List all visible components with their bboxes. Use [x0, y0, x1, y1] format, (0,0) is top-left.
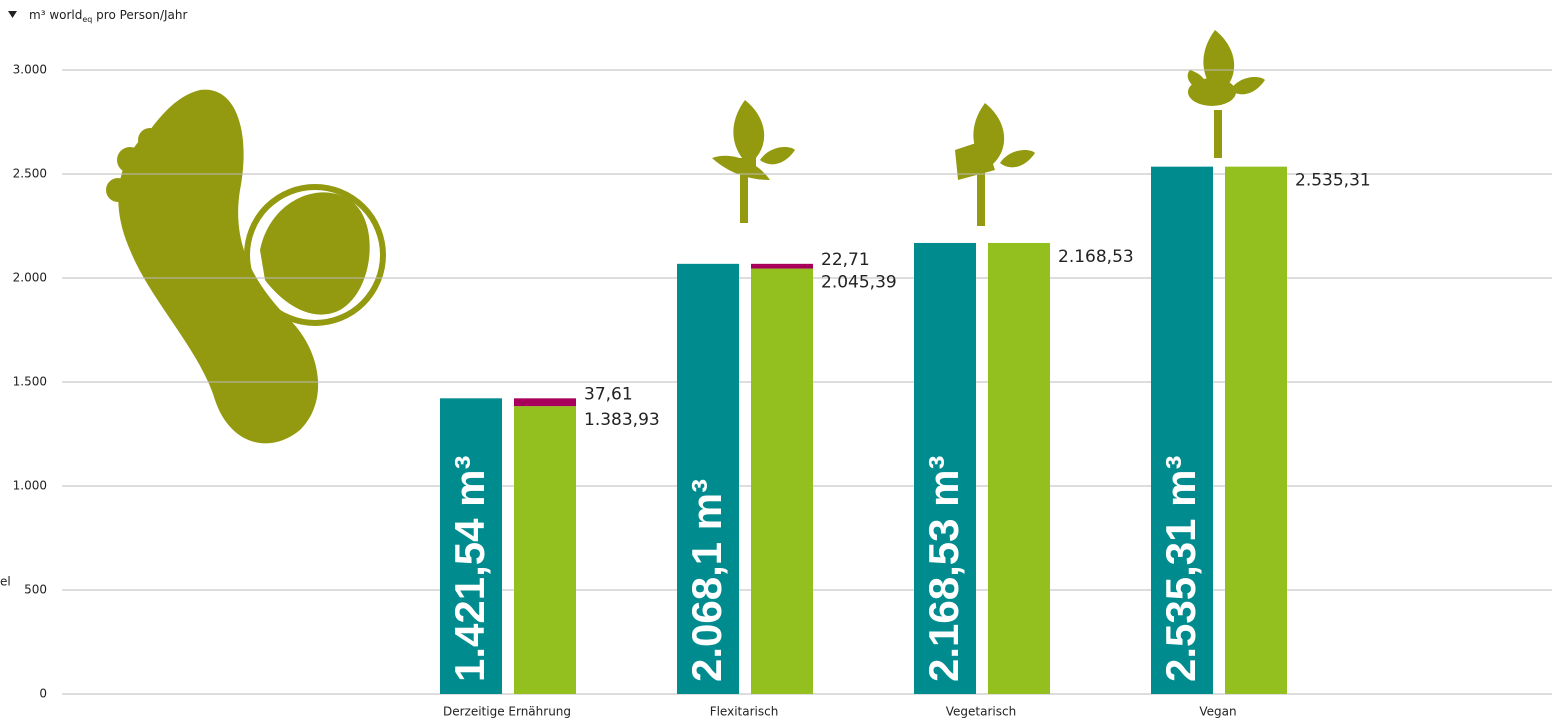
y-tick-label: 0: [39, 687, 47, 701]
x-tick-label: Flexitarisch: [710, 705, 779, 719]
side-label: el: [0, 575, 11, 589]
bar-label: 2.535,31 m³: [1157, 455, 1204, 682]
bar: [914, 242, 976, 695]
value-label: 2.045,39: [821, 273, 897, 293]
x-tick-label: Derzeitige Ernährung: [443, 705, 571, 719]
fork-icons: [712, 30, 1265, 226]
y-tick-label: 1.000: [13, 479, 47, 493]
footprint-globe-icon: [106, 89, 386, 444]
bar: [751, 268, 813, 694]
bar: [988, 242, 1050, 695]
bar: [514, 406, 576, 694]
bar: [1225, 166, 1287, 694]
value-label: 1.383,93: [584, 410, 660, 430]
bar-label: 2.068,1 m³: [683, 479, 730, 682]
bar: [677, 263, 739, 694]
y-tick-label: 2.500: [13, 167, 47, 181]
y-tick-label: 500: [24, 583, 47, 597]
y-tick-label: 1.500: [13, 375, 47, 389]
bar-label: 2.168,53 m³: [920, 455, 967, 682]
x-tick-label: Vegan: [1199, 705, 1236, 719]
bar: [440, 398, 502, 694]
value-label: 22,71: [821, 250, 870, 270]
y-tick-label: 2.000: [13, 271, 47, 285]
axis-marker: [8, 11, 17, 18]
y-axis-label: m³ worldeq pro Person/Jahr: [29, 8, 187, 24]
bar-label: 1.421,54 m³: [446, 455, 493, 682]
y-tick-label: 3.000: [13, 63, 47, 77]
bar: [1151, 166, 1213, 694]
value-label: 37,61: [584, 384, 633, 404]
value-label: 2.535,31: [1295, 171, 1371, 191]
bar-segment: [751, 263, 813, 269]
x-tick-label: Vegetarisch: [946, 705, 1016, 719]
value-label: 2.168,53: [1058, 247, 1134, 267]
bar-segment: [514, 398, 576, 407]
